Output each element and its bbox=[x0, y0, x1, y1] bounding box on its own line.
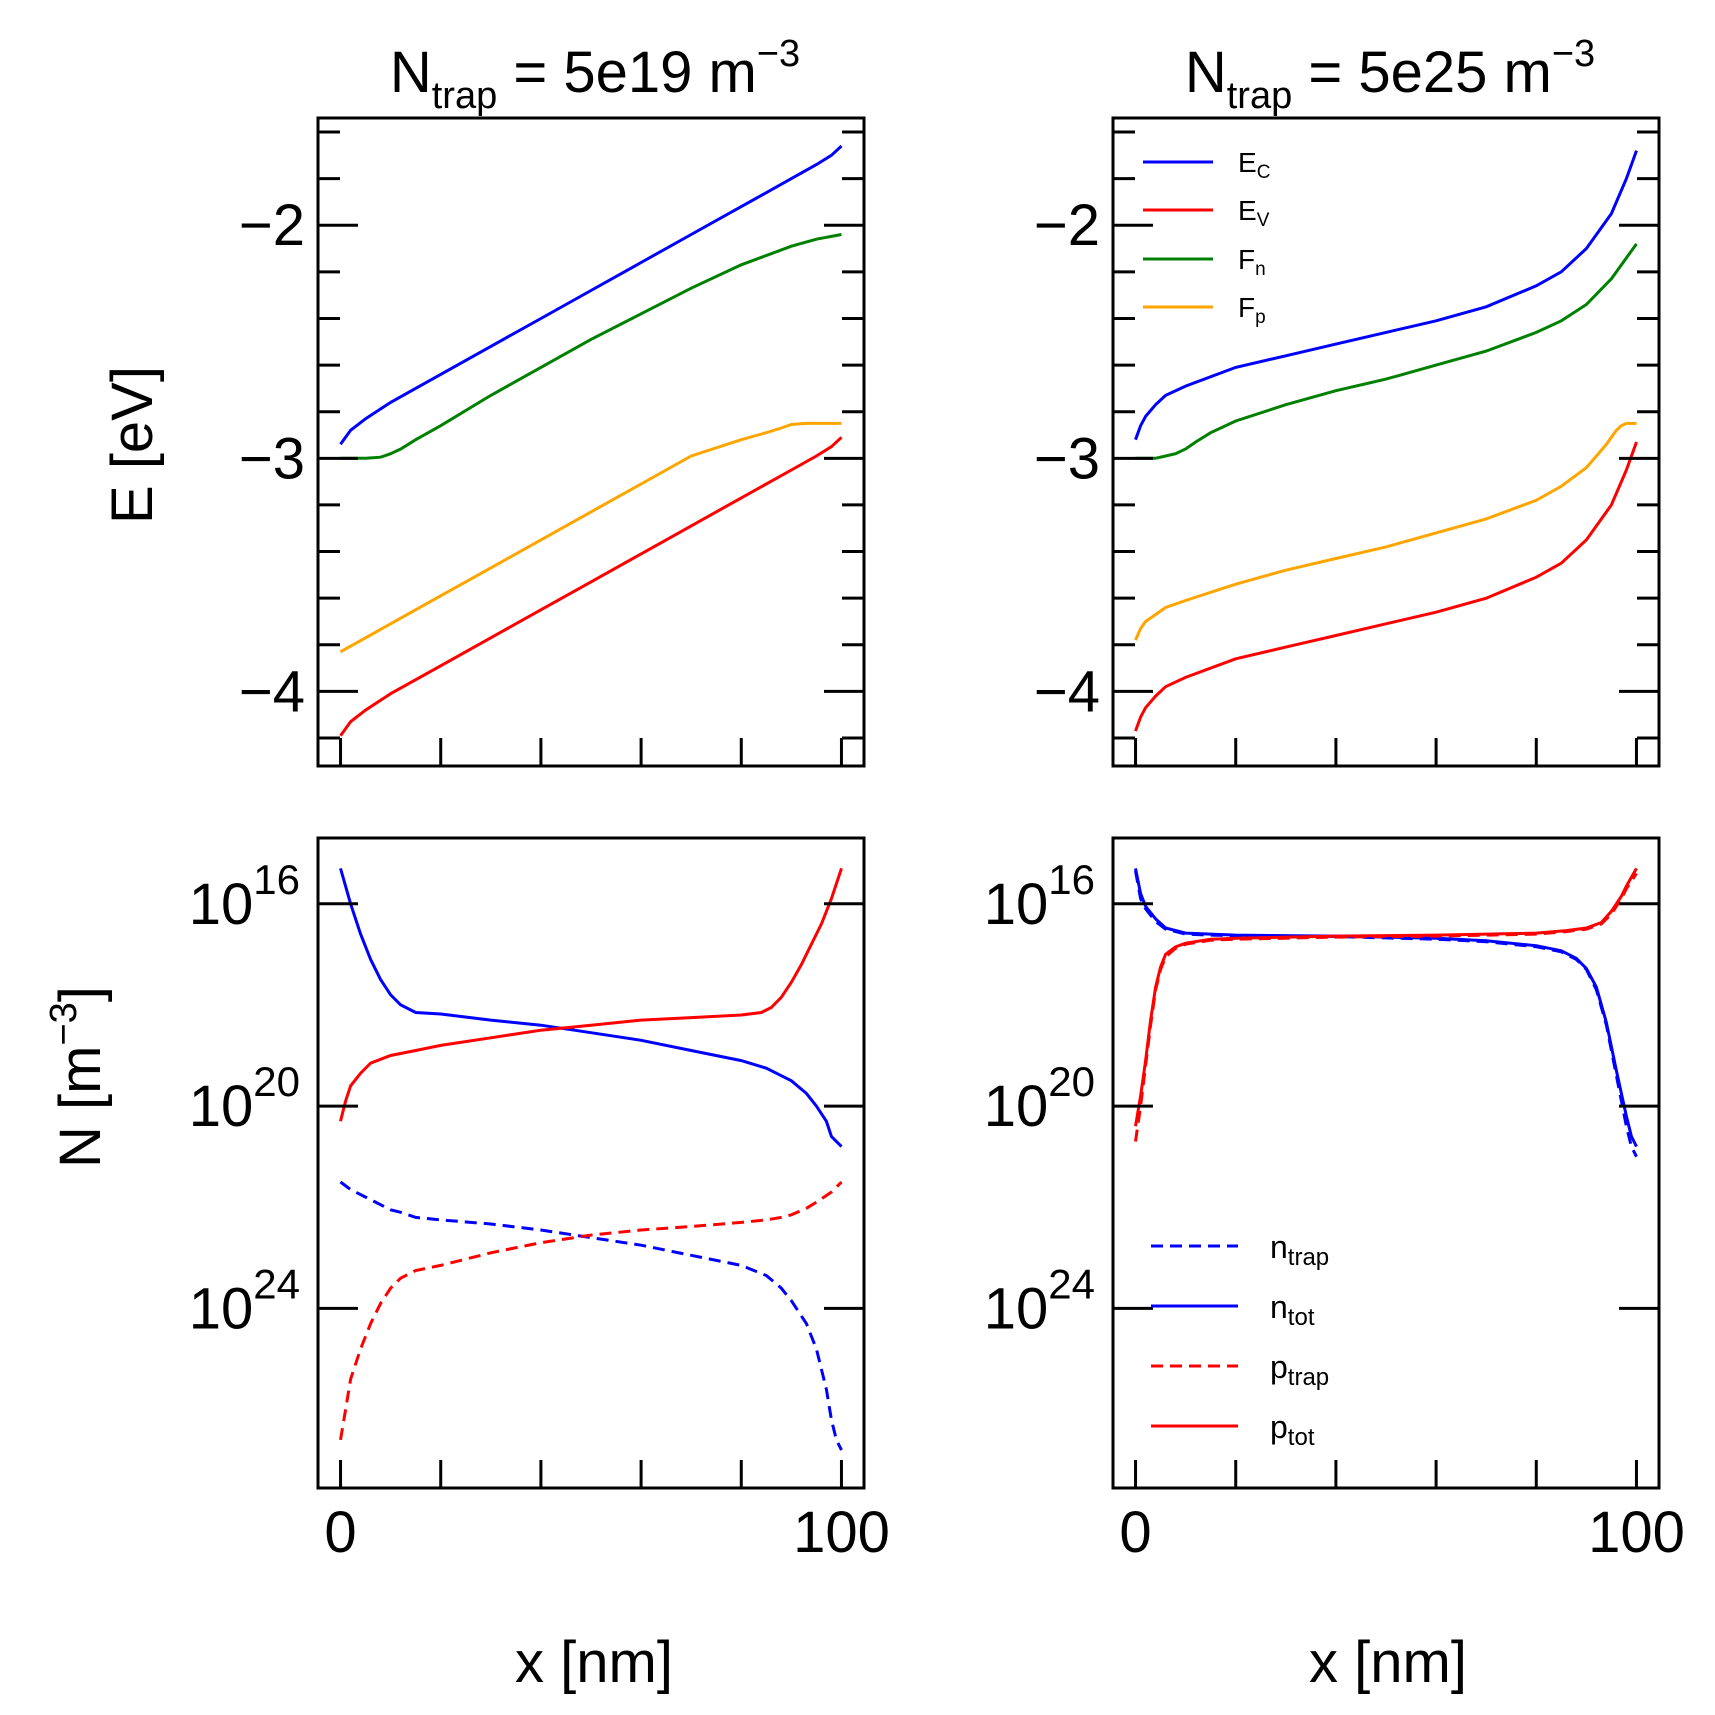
ticks-group bbox=[318, 223, 864, 693]
legend-ptot-label: ptot bbox=[1270, 1409, 1315, 1451]
series-ev-line bbox=[339, 436, 843, 737]
legend-ev-label: EV bbox=[1238, 195, 1270, 231]
density-axis-label: N [m−3] bbox=[43, 986, 113, 1168]
y-tick-label: −2 bbox=[1034, 193, 1100, 258]
series-ev-line bbox=[1134, 441, 1638, 732]
axes-frame bbox=[1111, 836, 1661, 1490]
energy-panel-right: −2 −3 −4 EC EV Fn Fp bbox=[1034, 116, 1661, 768]
axes-frame bbox=[1111, 116, 1661, 768]
energy-legend: EC EV Fn Fp bbox=[1143, 147, 1270, 328]
series-ntrap-line bbox=[1134, 870, 1638, 1158]
series-ntot-line bbox=[1134, 868, 1638, 1148]
axes-frame bbox=[316, 836, 866, 1490]
x-ticks-group bbox=[339, 738, 843, 766]
legend-ec-label: EC bbox=[1238, 147, 1270, 183]
y-tick-label: 1016 bbox=[984, 856, 1095, 937]
series-fp-line bbox=[1134, 421, 1637, 641]
series-group bbox=[339, 867, 843, 1451]
series-fp-line bbox=[339, 421, 842, 654]
series-ptrap-line bbox=[1134, 872, 1638, 1142]
series-ptot-line bbox=[339, 867, 843, 1122]
ticks-group bbox=[1113, 902, 1659, 1310]
legend-fn-label: Fn bbox=[1238, 244, 1266, 280]
series-ptot-line bbox=[1134, 867, 1638, 1127]
series-ptrap-line bbox=[339, 1180, 843, 1441]
y-tick-label: 1020 bbox=[189, 1058, 300, 1139]
series-group bbox=[339, 144, 843, 737]
y-tick-label: 1024 bbox=[189, 1260, 300, 1341]
density-legend: ntrap ntot ptrap ptot bbox=[1151, 1229, 1329, 1451]
panel-title-left: Ntrap = 5e19 m−3 bbox=[390, 33, 800, 117]
series-fn-line bbox=[1135, 243, 1638, 460]
x-ticks-group bbox=[1134, 1460, 1638, 1488]
series-ntot-line bbox=[339, 867, 843, 1148]
x-axis-label-left: x [nm] bbox=[515, 1630, 673, 1695]
minor-ticks-group bbox=[318, 130, 864, 740]
energy-axis-label: E [eV] bbox=[100, 366, 165, 524]
legend-fp-label: Fp bbox=[1238, 292, 1266, 328]
series-fn-line bbox=[340, 233, 842, 460]
y-tick-label: 1024 bbox=[984, 1260, 1095, 1341]
y-tick-label: −4 bbox=[239, 659, 305, 724]
density-panel-right: 1024 1020 1016 0 100 ntrap ntot ptrap pt… bbox=[984, 836, 1685, 1565]
minor-ticks-group bbox=[1113, 130, 1659, 740]
series-ec-line bbox=[339, 144, 843, 446]
x-ticks-group bbox=[339, 1460, 843, 1488]
panel-title-right: Ntrap = 5e25 m−3 bbox=[1185, 33, 1595, 117]
y-tick-label: 1016 bbox=[189, 856, 300, 937]
legend-ptrap-label: ptrap bbox=[1270, 1349, 1329, 1391]
axes-frame bbox=[316, 116, 866, 768]
x-tick-label: 100 bbox=[1588, 1500, 1685, 1565]
energy-panel-left: −2 −3 −4 bbox=[239, 116, 866, 768]
legend-ntrap-label: ntrap bbox=[1270, 1229, 1329, 1271]
series-group bbox=[1134, 867, 1638, 1158]
x-tick-label: 0 bbox=[324, 1500, 356, 1565]
density-panel-left: 1024 1020 1016 0 100 bbox=[189, 836, 890, 1565]
y-tick-label: −2 bbox=[239, 193, 305, 258]
x-ticks-group bbox=[1134, 738, 1638, 766]
x-tick-label: 100 bbox=[793, 1500, 890, 1565]
series-ec-line bbox=[1134, 150, 1638, 441]
ticks-group bbox=[318, 902, 864, 1310]
y-tick-label: −3 bbox=[239, 426, 305, 491]
ticks-group bbox=[1113, 223, 1659, 693]
y-tick-label: −4 bbox=[1034, 659, 1100, 724]
series-ntrap-line bbox=[339, 1180, 843, 1451]
legend-ntot-label: ntot bbox=[1270, 1289, 1315, 1331]
y-tick-label: −3 bbox=[1034, 426, 1100, 491]
series-group bbox=[1134, 150, 1638, 732]
x-tick-label: 0 bbox=[1119, 1500, 1151, 1565]
y-tick-label: 1020 bbox=[984, 1058, 1095, 1139]
x-axis-label-right: x [nm] bbox=[1309, 1630, 1467, 1695]
